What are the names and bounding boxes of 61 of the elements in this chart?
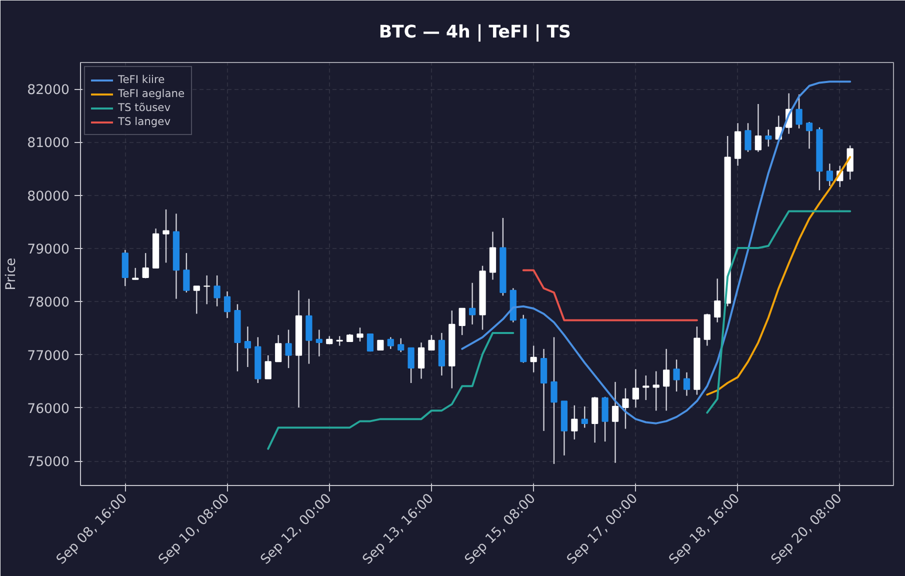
candlestick (581, 406, 588, 428)
candlestick (418, 342, 425, 380)
candlestick (142, 252, 149, 279)
y-tick-label: 76000 (27, 402, 70, 417)
candlestick (224, 290, 231, 319)
candlestick (408, 347, 414, 384)
y-tick-label: 79000 (27, 242, 70, 258)
candlestick (377, 340, 384, 350)
candlestick (673, 358, 680, 392)
candlestick (387, 336, 394, 350)
candlestick (622, 388, 629, 430)
candlestick (366, 332, 374, 352)
candlestick (826, 163, 833, 187)
candlestick (754, 103, 762, 152)
legend-label: TeFI aeglane (118, 87, 185, 100)
candlestick (469, 282, 476, 326)
candlestick (193, 285, 200, 314)
candlestick (632, 368, 639, 408)
candlestick (806, 121, 813, 150)
candlestick (683, 372, 690, 396)
candlestick (183, 252, 190, 294)
candlestick (571, 404, 578, 440)
candlestick (264, 354, 272, 380)
candlestick (356, 327, 364, 342)
candlestick (316, 329, 322, 357)
legend-label: TS langev (118, 115, 171, 128)
candlestick (458, 308, 466, 336)
candlestick (530, 345, 537, 373)
y-tick-label: 81000 (27, 136, 70, 152)
y-tick-label: 80000 (27, 189, 70, 204)
candlestick (285, 329, 292, 369)
y-tick-label: 78000 (27, 296, 70, 311)
candlestick (765, 128, 772, 148)
line-series (461, 80, 852, 424)
legend-label: TeFI kiire (118, 73, 165, 86)
candlestick (663, 348, 670, 412)
candlestick (652, 370, 660, 412)
candlestick (398, 338, 404, 353)
candlestick (162, 208, 170, 264)
candlestick (336, 336, 343, 346)
y-tick-label: 77000 (27, 348, 70, 364)
candlestick (550, 336, 558, 465)
legend-label: TS tõusev (118, 101, 171, 114)
chart-title: BTC — 4h | TeFI | TS (378, 22, 572, 42)
y-tick-label: 82000 (27, 83, 70, 98)
candlestick (714, 278, 721, 323)
candlestick (612, 381, 619, 464)
candlestick (132, 267, 139, 280)
candlestick (744, 122, 752, 152)
y-axis-title: Price (4, 258, 20, 290)
candlestick (602, 396, 608, 442)
candlestick (244, 326, 252, 368)
candlestick (275, 334, 282, 362)
candlestick (796, 94, 802, 130)
candlestick (214, 274, 220, 307)
candlestick (428, 334, 435, 351)
line-series (522, 269, 698, 322)
candlestick (846, 144, 854, 180)
candlestick (642, 374, 650, 401)
candlestick (204, 274, 210, 305)
y-tick-label: 75000 (27, 455, 70, 470)
